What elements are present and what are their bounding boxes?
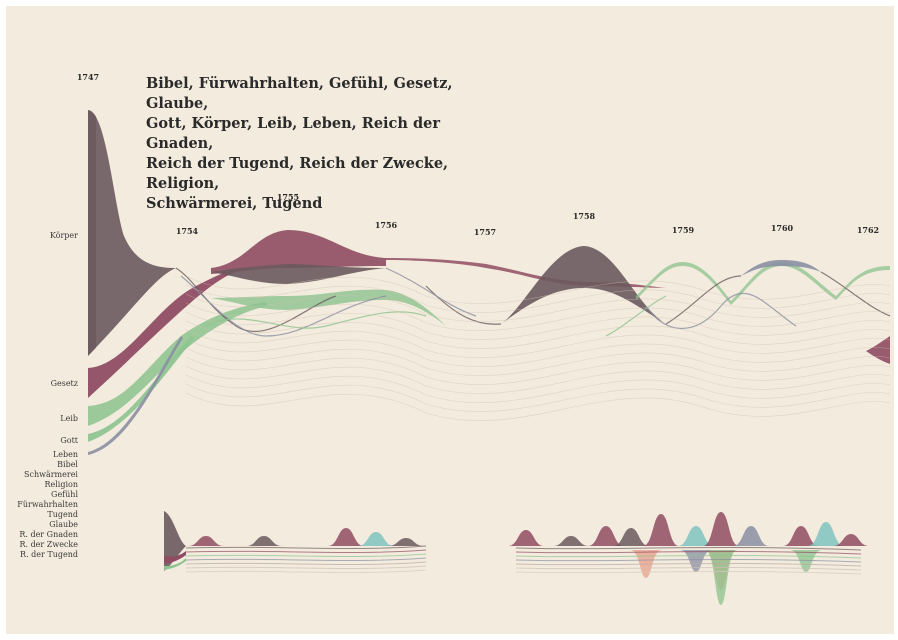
- term-label: Religion: [44, 480, 78, 489]
- koerper-stream: [88, 110, 176, 356]
- term-label: Leben: [53, 450, 78, 459]
- term-label: Fürwahrhalten: [17, 500, 78, 509]
- mini-bump: [733, 526, 769, 546]
- mini-bump-lower: [680, 550, 712, 572]
- gott-stream: [88, 336, 194, 442]
- faint-curve: [185, 374, 891, 403]
- year-label: 1758: [573, 211, 596, 221]
- streamgraph: 1747 1754 1755 1756 1757 1758 1759 1760 1762 Körp…: [17, 72, 891, 605]
- connector-curve: [205, 311, 427, 329]
- faint-curve: [185, 311, 891, 340]
- connector-curve: [180, 275, 387, 337]
- faint-curve: [185, 365, 891, 394]
- year-label: 1757: [474, 227, 496, 237]
- year-label: 1747: [77, 72, 99, 82]
- mini-rose: [164, 551, 186, 564]
- term-label: Bibel: [57, 460, 78, 469]
- mini-bump-lower: [705, 550, 737, 605]
- mini-bump: [588, 526, 624, 546]
- term-label: R. der Gnaden: [19, 530, 78, 539]
- term-label: Tugend: [47, 510, 78, 519]
- term-label: Leib: [60, 414, 78, 423]
- term-label: Gott: [60, 436, 78, 445]
- mini-line: [185, 561, 862, 567]
- peak-1758-dark: [501, 246, 666, 324]
- chart-canvas: 1747 1754 1755 1756 1757 1758 1759 1760 1762 Körp…: [6, 6, 894, 634]
- year-label: 1760: [771, 223, 794, 233]
- faint-curve: [185, 338, 891, 367]
- faint-curve: [185, 320, 891, 349]
- year-label: 1759: [672, 225, 695, 235]
- mini-peak-dark: [164, 511, 186, 571]
- mini-bump: [643, 514, 679, 546]
- mini-line: [185, 557, 862, 563]
- faint-curve: [185, 284, 891, 313]
- term-label: Gefühl: [51, 490, 78, 499]
- mini-bump-lower: [790, 550, 822, 572]
- mini-green: [164, 558, 186, 570]
- mini-line: [185, 549, 862, 555]
- term-label: Körper: [50, 231, 78, 240]
- year-label: 1754: [176, 226, 199, 236]
- peak-1755-dark: [211, 264, 386, 284]
- faint-curve: [185, 347, 891, 376]
- mini-line: [185, 553, 862, 559]
- faint-curve: [185, 293, 891, 322]
- mini-bump: [833, 534, 869, 546]
- year-label: 1755: [277, 192, 299, 202]
- mini-bump: [508, 530, 544, 546]
- term-label: Schwärmerei: [24, 470, 78, 479]
- connector-curve: [645, 292, 797, 329]
- peak-1755-rose: [211, 230, 386, 274]
- connector-curve: [605, 295, 667, 337]
- mini-bump: [783, 526, 819, 546]
- connector-curve: [665, 275, 742, 325]
- term-label: Gesetz: [51, 379, 78, 388]
- faint-curve: [185, 383, 891, 412]
- mini-bump: [553, 536, 589, 546]
- year-label: 1762: [857, 225, 879, 235]
- blue-band-1760: [741, 260, 821, 276]
- leib-stream: [88, 302, 268, 426]
- year-label: 1756: [375, 220, 398, 230]
- faint-curve: [185, 392, 891, 421]
- mini-bump: [188, 536, 224, 546]
- mini-bump: [328, 528, 364, 546]
- mini-line: [185, 565, 862, 571]
- connector-curve: [820, 271, 891, 317]
- chart-title: Bibel, Fürwahrhalten, Gefühl, Gesetz, Gl…: [146, 75, 453, 212]
- mini-bump: [358, 532, 394, 546]
- faint-curve: [185, 302, 891, 331]
- mini-bump: [678, 526, 714, 546]
- connector-curve: [385, 267, 477, 317]
- green-band-1755: [211, 289, 446, 326]
- gesetz-tail-1762: [866, 336, 890, 364]
- faint-curve: [185, 329, 891, 358]
- term-label: R. der Zwecke: [19, 540, 78, 549]
- rose-ribbon: [386, 258, 666, 288]
- mini-bump: [246, 536, 282, 546]
- green-ribbon-1759: [636, 262, 890, 305]
- mini-bump: [388, 538, 424, 546]
- term-label: Glaube: [49, 520, 78, 529]
- mini-line: [185, 545, 862, 551]
- faint-curve: [185, 356, 891, 385]
- faint-curve: [185, 275, 891, 304]
- mini-bump: [613, 528, 649, 546]
- mini-bump: [703, 512, 739, 546]
- koerper-edge: [88, 110, 96, 356]
- connector-curve: [175, 267, 337, 333]
- term-label: R. der Tugend: [20, 550, 78, 559]
- mini-line: [185, 569, 862, 575]
- mini-bump: [808, 522, 844, 546]
